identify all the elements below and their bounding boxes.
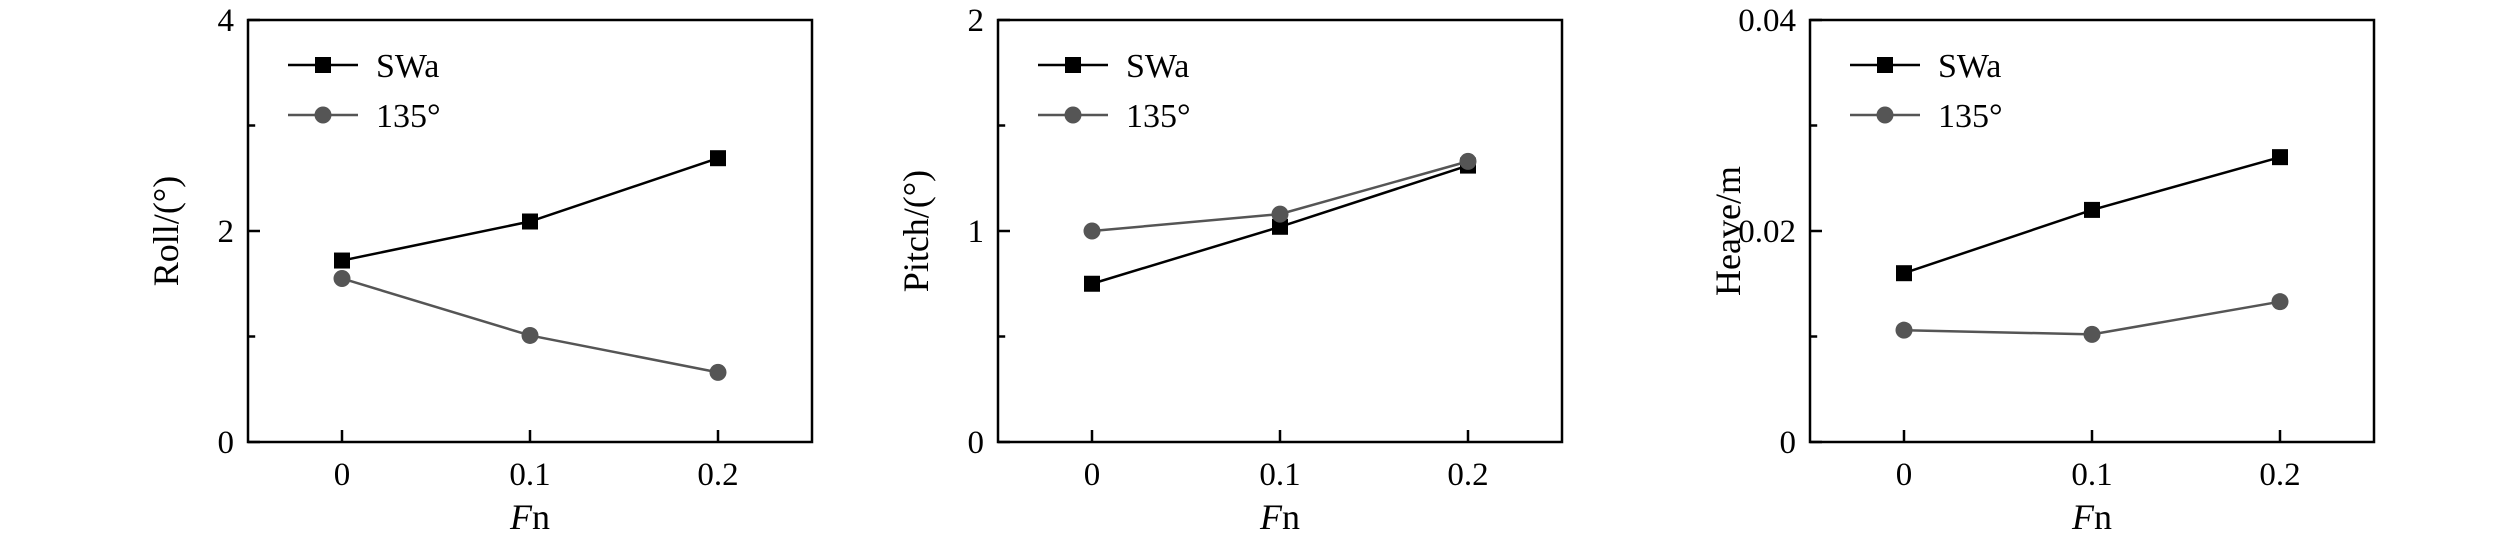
- x-axis-label-italic: F: [509, 497, 533, 533]
- y-tick-label: 1: [968, 214, 985, 250]
- y-tick-label: 0: [1780, 425, 1797, 461]
- data-point-square: [2272, 149, 2288, 166]
- data-point-circle: [1459, 152, 1477, 170]
- x-tick-label: 0.1: [2071, 457, 2112, 493]
- legend-label: SWa: [1126, 48, 1189, 85]
- legend-label: 135°: [1126, 98, 1191, 135]
- legend-marker-square: [1065, 57, 1081, 73]
- y-axis-label: Pitch/(°): [896, 170, 936, 292]
- legend-marker-circle: [314, 106, 332, 124]
- plot-frame: [1808, 18, 2376, 444]
- y-axis-label: Roll/(°): [146, 176, 186, 286]
- legend-marker-square: [315, 57, 331, 73]
- x-tick-label: 0.1: [509, 457, 550, 493]
- legend-marker-circle: [1064, 106, 1082, 124]
- data-point-circle: [1083, 222, 1101, 240]
- x-axis-label-rest: n: [2094, 497, 2112, 533]
- chart-panel-2: 0 1 2 0 0.1 0.2 Fn Pitch/(°) SWa 135°: [896, 3, 1564, 533]
- x-axis-label: Fn: [509, 497, 550, 533]
- legend-marker-square: [1877, 57, 1893, 73]
- data-point-square: [334, 252, 350, 269]
- y-tick-label: 2: [968, 3, 985, 39]
- y-tick-label: 0: [968, 425, 985, 461]
- x-axis-label-rest: n: [532, 497, 550, 533]
- x-tick-label: 0: [334, 457, 351, 493]
- x-tick-label: 0.1: [1259, 457, 1300, 493]
- x-axis-label-rest: n: [1282, 497, 1300, 533]
- legend-label: SWa: [376, 48, 439, 85]
- y-tick-label: 2: [218, 214, 235, 250]
- plot-frame: [246, 18, 814, 444]
- y-axis-label: Heave/m: [1708, 166, 1748, 296]
- x-tick-label: 0: [1084, 457, 1101, 493]
- legend-label: 135°: [376, 98, 441, 135]
- x-axis-label: Fn: [2071, 497, 2112, 533]
- data-point-square: [1272, 218, 1288, 235]
- y-tick-label: 0.04: [1738, 3, 1796, 39]
- chart-panel-3: 0 0.02 0.04 0 0.1 0.2 Fn Heave/m SWa 135°: [1708, 3, 2376, 533]
- data-point-circle: [333, 269, 351, 287]
- y-tick-label: 4: [218, 3, 235, 39]
- data-point-circle: [1895, 321, 1913, 339]
- data-point-square: [522, 213, 538, 230]
- x-tick-label: 0.2: [1447, 457, 1488, 493]
- data-point-square: [2084, 201, 2100, 218]
- series-line-SWa: [341, 157, 719, 262]
- x-axis-label-italic: F: [2071, 497, 2095, 533]
- data-point-circle: [521, 326, 539, 344]
- data-point-circle: [2271, 293, 2289, 311]
- x-axis-label-italic: F: [1259, 497, 1283, 533]
- data-point-square: [710, 150, 726, 167]
- x-axis-label: Fn: [1259, 497, 1300, 533]
- y-tick-label: 0.02: [1738, 214, 1796, 250]
- legend-label: 135°: [1938, 98, 2003, 135]
- x-tick-label: 0.2: [2259, 457, 2300, 493]
- y-tick-label: 0: [218, 425, 235, 461]
- series-line-135°: [341, 277, 719, 374]
- legend-marker-circle: [1876, 106, 1894, 124]
- chart-panel-1: 0 2 4 0 0.1 0.2 Fn Roll/(°) SWa 135°: [146, 3, 814, 533]
- data-point-square: [1084, 275, 1100, 292]
- data-point-circle: [709, 363, 727, 381]
- data-point-circle: [2083, 325, 2101, 343]
- data-point-circle: [1271, 205, 1289, 223]
- x-tick-label: 0.2: [697, 457, 738, 493]
- legend-label: SWa: [1938, 48, 2001, 85]
- x-tick-label: 0: [1896, 457, 1913, 493]
- data-point-square: [1896, 265, 1912, 282]
